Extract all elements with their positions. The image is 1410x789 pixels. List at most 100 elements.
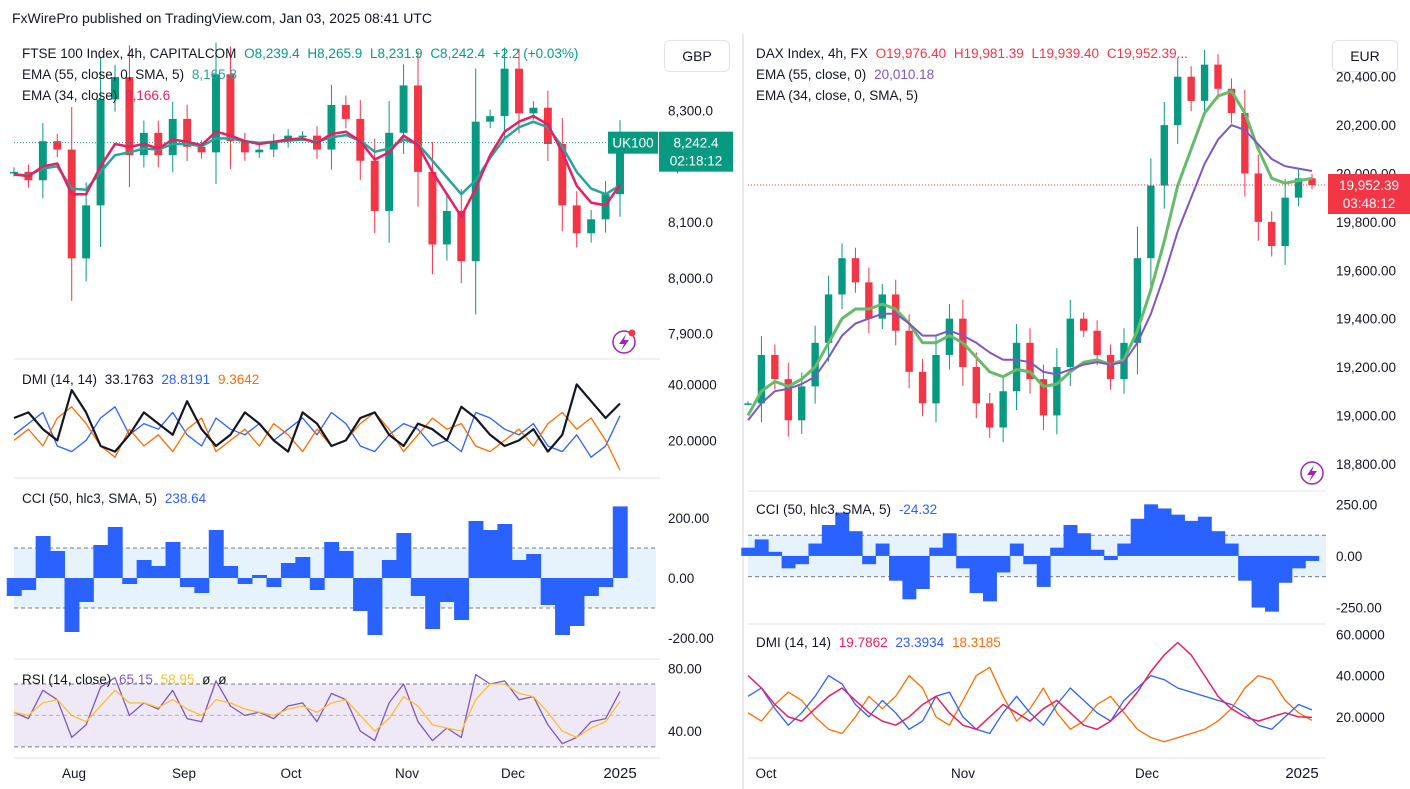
ftse-cci-bar <box>353 578 368 611</box>
dax-cci-value: -24.32 <box>898 502 938 517</box>
dax-price-candle <box>1200 64 1209 101</box>
ftse-ema55-label: EMA (55, close, 0, SMA, 5) <box>22 67 185 82</box>
ftse-time-axis-tick: Oct <box>280 766 301 781</box>
ftse-price-axis-tick: 8,100.0 <box>668 215 713 230</box>
ftse-cci-axis-tick: -200.00 <box>668 631 714 646</box>
dax-price-candle <box>1039 379 1048 416</box>
ftse-ema34-label: EMA (34, close) <box>22 88 118 103</box>
dax-price-axis-tick: 19,200.00 <box>1336 360 1396 375</box>
ftse-cci-bar <box>497 524 513 578</box>
ftse-price-candle <box>67 149 76 259</box>
ftse-price-axis-tick: 7,900.0 <box>668 327 713 342</box>
ftse-time-axis-tick: Dec <box>501 766 525 781</box>
ftse-cci-bar <box>136 560 152 578</box>
dax-cci-bar <box>929 547 944 556</box>
dax-dmi-plus: 23.3934 <box>895 635 945 650</box>
dax-price-candle <box>986 403 994 428</box>
dax-price-candle <box>1147 185 1155 259</box>
ftse-price-candle <box>183 118 192 147</box>
dax-cci-bar <box>889 555 903 581</box>
dax-cci-bar <box>1197 516 1212 556</box>
ftse-cci-bar <box>367 578 383 635</box>
dax-cci-bar <box>795 555 809 565</box>
ftse-rsi-axis-tick: 40.00 <box>668 724 702 739</box>
ftse-flash-icon-dot <box>628 329 636 337</box>
dax-cci-bar <box>1305 555 1320 561</box>
dax-ema55-legend[interactable]: EMA (55, close, 0) 20,010.18 <box>756 64 938 85</box>
ftse-title[interactable]: FTSE 100 Index, 4h, CAPITALCOM <box>22 46 237 61</box>
dax-cci-bar <box>1130 518 1145 556</box>
ftse-cci-bar <box>165 542 181 578</box>
ftse-ema34-legend[interactable]: EMA (34, close) 8,166.6 <box>22 85 174 106</box>
dax-cci-bar <box>1278 555 1293 583</box>
ftse-price-candle <box>486 116 495 122</box>
ftse-price-axis-tick: 8,300.0 <box>668 104 713 119</box>
dax-cci-bar <box>983 555 997 602</box>
dax-ema55-label: EMA (55, close, 0) <box>756 67 867 82</box>
dax-title[interactable]: DAX Index, 4h, FX <box>756 46 868 61</box>
ftse-price-candle <box>457 210 466 262</box>
dax-dmi-axis-tick: 20.0000 <box>1336 710 1385 725</box>
ftse-price-candle <box>442 210 451 245</box>
dax-cci-bar <box>848 531 863 556</box>
ftse-cci-bar <box>122 578 138 584</box>
ftse-currency-button[interactable]: GBP <box>664 40 730 72</box>
ftse-cci-bar <box>396 533 412 578</box>
dax-currency-button[interactable]: EUR <box>1332 40 1398 72</box>
ftse-price-candle <box>601 194 610 220</box>
dax-ema34-legend[interactable]: EMA (34, close, 0, SMA, 5) <box>756 85 922 106</box>
ftse-cci-bar <box>540 578 556 605</box>
dax-price-candle <box>1106 354 1115 380</box>
dax-cci-bar <box>1211 531 1226 556</box>
ftse-cci-bar <box>439 578 455 602</box>
dax-cci-label: CCI (50, hlc3, SMA, 5) <box>756 502 892 517</box>
dax-cci-bar <box>1144 504 1159 556</box>
dax-cci-bar <box>875 543 890 556</box>
dax-time-axis-tick: Oct <box>755 766 776 781</box>
dax-cci-bar <box>1265 555 1279 612</box>
dax-flash-icon-bolt <box>1307 465 1317 482</box>
dax-price-candle <box>1160 125 1168 186</box>
ftse-cci-bar <box>410 578 426 596</box>
dax-ema55-line <box>747 124 1313 421</box>
ftse-price-candle <box>38 141 47 181</box>
ftse-cci-legend[interactable]: CCI (50, hlc3, SMA, 5) 238.64 <box>22 488 210 509</box>
ftse-cci-bar <box>64 578 80 632</box>
ftse-cci-bar <box>309 578 325 590</box>
dax-time-axis-tick: Dec <box>1135 766 1159 781</box>
ftse-symbol-tag-text: UK100 <box>612 136 653 151</box>
ftse-dmi-plus-line <box>13 406 621 458</box>
ftse-cci-bar <box>381 560 397 578</box>
ftse-cci-bar <box>35 536 51 578</box>
ftse-price-candle <box>168 118 177 156</box>
dax-price-candle <box>744 403 752 405</box>
dax-cci-legend[interactable]: CCI (50, hlc3, SMA, 5) -24.32 <box>756 499 941 520</box>
dax-dmi-legend[interactable]: DMI (14, 14) 19.7862 23.3934 18.3185 <box>756 632 1005 653</box>
ftse-ema55-legend[interactable]: EMA (55, close, 0, SMA, 5) 8,165.8 <box>22 64 241 85</box>
ftse-price-candle <box>226 74 235 142</box>
dax-price-candle <box>1053 367 1061 416</box>
dax-price-candle <box>1254 173 1262 222</box>
dax-cci-bar <box>1009 543 1024 556</box>
ftse-dmi-legend[interactable]: DMI (14, 14) 33.1763 28.8191 9.3642 <box>22 369 263 390</box>
ftse-price-candle <box>399 85 408 133</box>
dax-price-candle <box>798 386 806 421</box>
dax-cci-bar <box>996 555 1011 573</box>
dax-price-axis-tick: 18,800.00 <box>1336 457 1396 472</box>
dax-cci-bar <box>741 547 756 556</box>
ftse-price-candle <box>298 135 307 138</box>
dax-price-axis-tick: 19,000.00 <box>1336 408 1396 423</box>
ftse-price-candle <box>255 149 264 153</box>
dax-cci-bar <box>808 543 823 556</box>
dax-price-candle <box>905 330 913 372</box>
dax-cci-bar <box>1077 533 1091 556</box>
ftse-change: +2.2 (+0.03%) <box>492 46 579 61</box>
dax-legend: DAX Index, 4h, FX O19,976.40 H19,981.39 … <box>756 43 1192 64</box>
dax-dmi-adx: 19.7862 <box>838 635 888 650</box>
ftse-price-candle <box>341 104 350 119</box>
dax-cci-bar <box>942 533 957 556</box>
dax-dmi-plus-line <box>747 674 1313 735</box>
dax-cci-bar <box>1090 549 1105 556</box>
dax-dmi-axis-tick: 60.0000 <box>1336 627 1385 642</box>
ftse-rsi-legend[interactable]: RSI (14, close) 65.15 58.95 ø ø <box>22 669 230 690</box>
